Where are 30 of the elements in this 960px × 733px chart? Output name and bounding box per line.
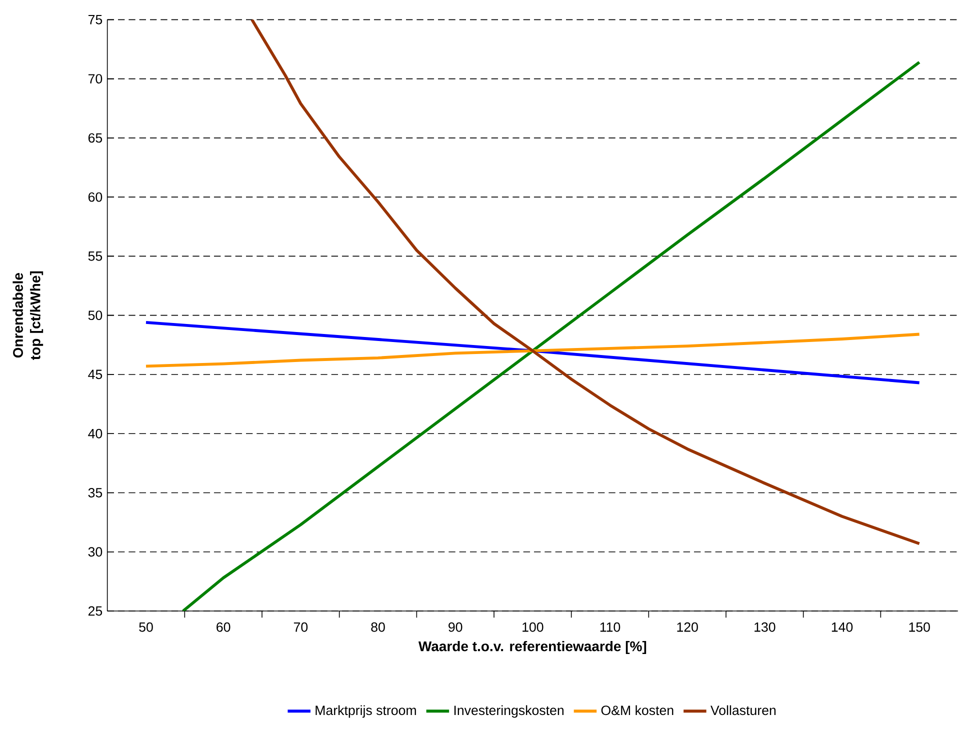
- y-tick-label: 75: [88, 15, 102, 24]
- y-tick-label: 35: [88, 488, 102, 498]
- legend-label: Marktprijs stroom: [316, 705, 416, 718]
- x-tick-label: 100: [522, 622, 544, 632]
- x-tick-label: 70: [294, 622, 308, 632]
- x-tick-label: 60: [216, 622, 230, 632]
- y-tick-label: 30: [88, 547, 102, 557]
- x-tick-label: 80: [371, 622, 385, 632]
- x-tick-label: 150: [909, 622, 930, 632]
- y-tick-label: 50: [88, 310, 102, 320]
- x-axis-title: Waarde t.o.v. referentiewaarde [%]: [418, 640, 646, 654]
- x-tick-label: 130: [754, 622, 776, 632]
- y-axis-title: Onrendabele top [ct/kWhe]: [12, 271, 44, 360]
- x-tick-label: 50: [139, 622, 153, 632]
- line-series: [250, 20, 921, 546]
- legend-label: O&M kosten: [601, 705, 674, 716]
- y-tick-label: 70: [88, 74, 102, 84]
- y-tick-label: 25: [88, 606, 102, 616]
- y-tick-label: 45: [88, 370, 102, 380]
- y-tick-label: 40: [88, 428, 102, 438]
- y-tick-label: 55: [88, 252, 102, 261]
- x-tick-label: 120: [677, 622, 698, 632]
- x-tick-label: 110: [600, 622, 620, 632]
- x-tick-label: 90: [448, 622, 462, 632]
- y-tick-label: 60: [88, 192, 102, 202]
- line-series: [144, 332, 921, 368]
- y-tick-label: 65: [88, 133, 102, 143]
- legend-label: Vollasturen: [710, 705, 776, 716]
- x-tick-label: 140: [832, 622, 853, 632]
- legend-label: Investeringskosten: [454, 705, 564, 718]
